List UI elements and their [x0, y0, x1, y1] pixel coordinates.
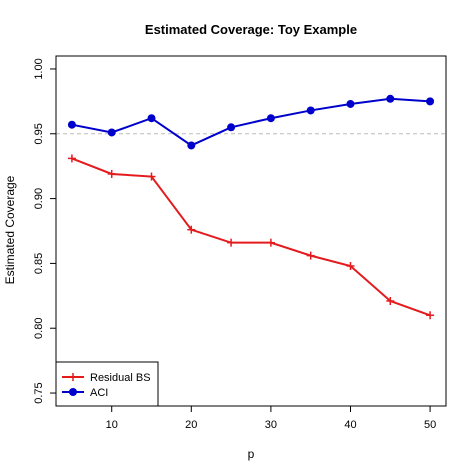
legend-marker	[69, 388, 77, 396]
chart-title: Estimated Coverage: Toy Example	[145, 22, 357, 37]
x-tick-label: 30	[265, 419, 277, 431]
data-point	[306, 251, 315, 260]
series-line-2	[71, 97, 431, 147]
data-point	[227, 238, 236, 247]
data-point	[346, 99, 355, 108]
data-point	[187, 141, 196, 150]
data-point	[266, 114, 275, 123]
data-point	[386, 94, 395, 103]
data-point	[227, 123, 236, 132]
x-axis-label: p	[248, 447, 255, 461]
data-point	[147, 114, 156, 123]
data-point	[346, 262, 355, 270]
plot-area: 10 20 30 40 50 0.75 0.80 0.85 0.90 0.95 1.00	[33, 55, 447, 431]
data-point	[147, 172, 156, 181]
data-point	[266, 238, 275, 247]
y-tick-label: 0.95	[33, 123, 45, 144]
x-tick-label: 20	[185, 419, 197, 431]
data-point	[187, 225, 196, 234]
data-point	[67, 154, 76, 163]
x-tick-label: 10	[106, 419, 118, 431]
data-point	[107, 128, 116, 137]
y-tick-label: 0.90	[33, 188, 45, 209]
y-tick-label: 0.85	[33, 253, 45, 274]
x-tick-label: 50	[424, 419, 436, 431]
x-tick-label: 40	[344, 419, 356, 431]
series-line-1	[71, 157, 431, 317]
legend-label: Residual BS	[90, 372, 151, 384]
y-tick-label: 1.00	[33, 58, 45, 79]
data-point	[107, 169, 116, 178]
data-point	[426, 97, 435, 106]
data-point	[306, 106, 315, 115]
legend-label: ACI	[90, 387, 108, 399]
data-point	[386, 297, 395, 305]
y-axis-label: Estimated Coverage	[3, 175, 17, 284]
legend: Residual BS ACI	[55, 361, 159, 407]
data-point	[67, 120, 76, 129]
y-tick-label: 0.75	[33, 382, 45, 403]
plot-frame	[55, 55, 447, 407]
legend-box	[55, 361, 159, 407]
y-tick-label: 0.80	[33, 318, 45, 339]
data-point	[426, 311, 435, 320]
